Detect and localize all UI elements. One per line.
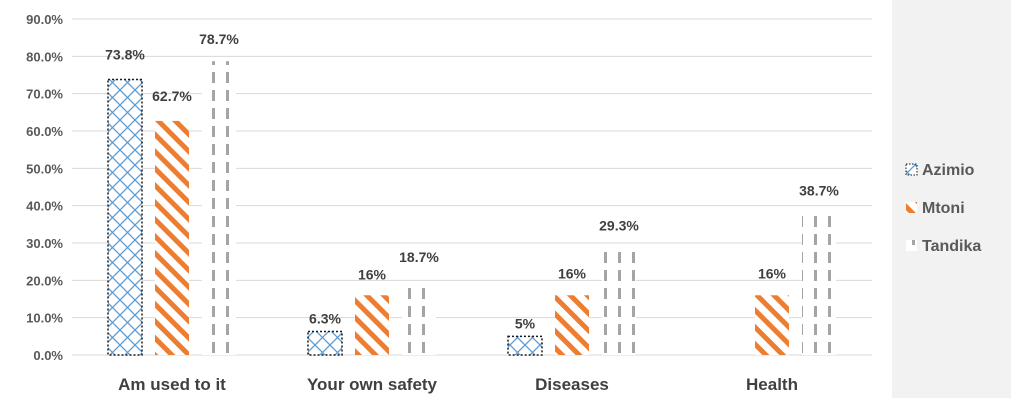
data-label: 16%: [558, 265, 587, 281]
legend-swatch-mtoni: [906, 202, 917, 213]
legend-label-azimio: Azimio: [922, 162, 975, 179]
y-tick-label: 20.0%: [26, 273, 63, 288]
legend-swatch-tandika: [906, 240, 917, 251]
bar-azimio: [307, 330, 343, 356]
bar-mtoni: [355, 295, 389, 355]
bar-tandika: [602, 245, 636, 355]
bar-tandika: [402, 285, 436, 355]
data-label: 78.7%: [199, 31, 239, 47]
bar-tandika: [202, 61, 236, 355]
data-label: 16%: [758, 265, 787, 281]
y-tick-label: 50.0%: [26, 161, 63, 176]
y-tick-label: 60.0%: [26, 124, 63, 139]
legend-swatch-azimio: [905, 163, 918, 176]
y-tick-label: 10.0%: [26, 311, 63, 326]
y-tick-label: 90.0%: [26, 12, 63, 27]
bar-mtoni: [755, 295, 789, 355]
bar-azimio: [507, 335, 543, 356]
legend-panel: [892, 0, 1011, 398]
category-label: Health: [746, 375, 798, 394]
bar-azimio: [107, 78, 143, 356]
y-tick-label: 40.0%: [26, 199, 63, 214]
data-label: 29.3%: [599, 218, 639, 234]
data-label: 38.7%: [799, 183, 839, 199]
data-label: 18.7%: [399, 249, 439, 265]
data-label: 16%: [358, 266, 387, 282]
data-label: 5%: [515, 315, 536, 331]
data-label: 62.7%: [152, 88, 192, 104]
legend-label-tandika: Tandika: [922, 238, 981, 255]
y-tick-label: 0.0%: [33, 348, 63, 363]
bar-mtoni: [155, 120, 189, 355]
data-label: 73.8%: [105, 46, 145, 62]
bar-mtoni: [555, 295, 589, 355]
category-label: Your own safety: [307, 375, 438, 394]
bar-tandika: [802, 210, 836, 355]
y-tick-label: 30.0%: [26, 236, 63, 251]
data-label: 6.3%: [309, 310, 341, 326]
y-tick-label: 70.0%: [26, 87, 63, 102]
category-label: Am used to it: [118, 375, 226, 394]
legend-label-mtoni: Mtoni: [922, 200, 965, 217]
y-tick-label: 80.0%: [26, 49, 63, 64]
category-label: Diseases: [535, 375, 609, 394]
